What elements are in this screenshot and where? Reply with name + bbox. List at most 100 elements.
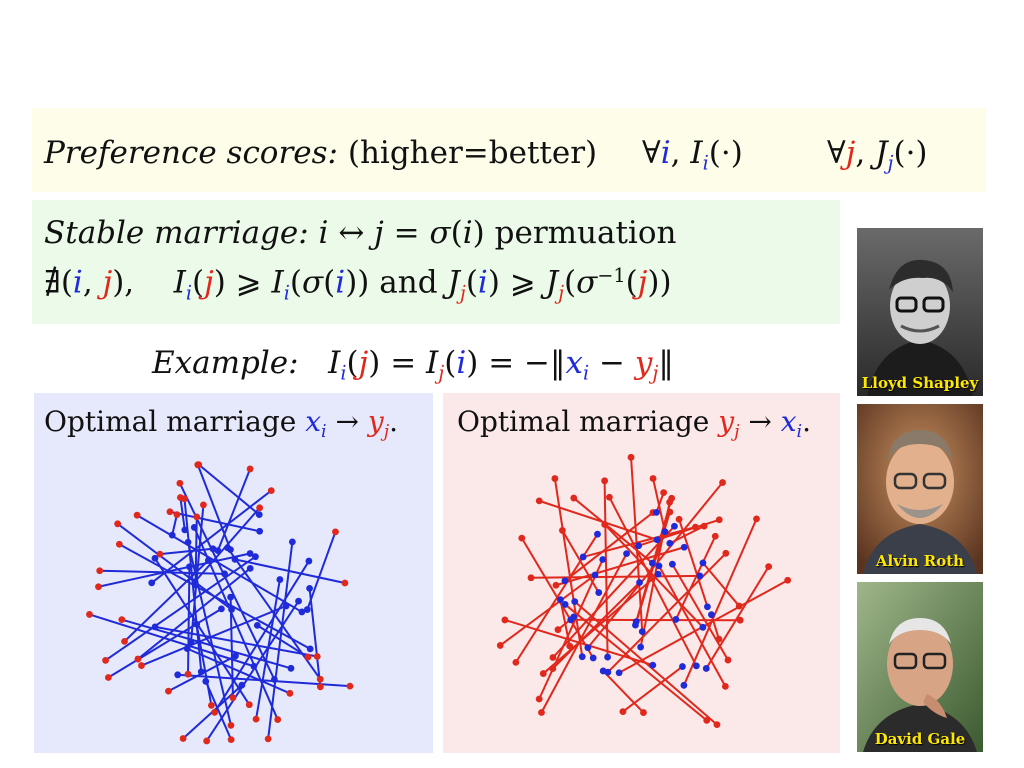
y-point bbox=[184, 670, 192, 678]
y-point bbox=[316, 683, 324, 691]
y-point bbox=[692, 523, 699, 531]
x-point bbox=[680, 543, 688, 551]
matching-line bbox=[187, 566, 191, 675]
x-point bbox=[571, 598, 579, 605]
photo-lloyd-shapley: Lloyd Shapley bbox=[857, 228, 983, 396]
x-point bbox=[584, 644, 592, 652]
matching-line bbox=[195, 624, 213, 706]
matching-line bbox=[196, 464, 232, 551]
x-point bbox=[148, 579, 156, 587]
x-point bbox=[184, 538, 192, 546]
x-point bbox=[183, 645, 191, 653]
optimal-marriage-y-to-x-panel: Optimal marriage yj → xi. bbox=[443, 393, 840, 753]
x-point bbox=[699, 559, 707, 567]
x-point bbox=[282, 602, 290, 610]
x-point bbox=[615, 669, 623, 677]
matching-line bbox=[655, 492, 665, 513]
x-point bbox=[636, 579, 643, 586]
matching-line bbox=[98, 552, 251, 588]
x-point bbox=[595, 589, 603, 596]
left-panel-title: Optimal marriage xi → yj. bbox=[44, 405, 398, 443]
y-point bbox=[252, 715, 260, 723]
x-point bbox=[287, 664, 295, 672]
matching-line bbox=[198, 463, 260, 516]
y-point bbox=[86, 611, 93, 618]
x-point bbox=[561, 601, 569, 608]
x-point bbox=[270, 676, 278, 683]
x-point bbox=[604, 653, 611, 661]
x-point bbox=[246, 550, 254, 557]
x-point bbox=[197, 668, 205, 676]
y-point bbox=[176, 479, 184, 487]
y-point bbox=[114, 520, 122, 528]
y-point bbox=[719, 479, 726, 486]
x-point bbox=[253, 621, 261, 629]
y-point bbox=[666, 508, 674, 516]
y-point bbox=[245, 701, 253, 709]
photo-david-gale: David Gale bbox=[857, 582, 983, 752]
x-point bbox=[638, 628, 646, 636]
matching-line bbox=[638, 518, 720, 547]
matching-line bbox=[607, 552, 727, 673]
y-point bbox=[527, 574, 535, 582]
y-point bbox=[535, 497, 543, 505]
matching-line bbox=[151, 489, 272, 584]
x-point bbox=[561, 577, 569, 585]
y-point bbox=[518, 534, 526, 542]
matching-line bbox=[190, 504, 205, 643]
matching-line bbox=[186, 647, 291, 695]
x-point bbox=[696, 572, 704, 580]
x-point bbox=[224, 544, 231, 552]
x-point bbox=[699, 623, 707, 631]
x-point bbox=[661, 528, 669, 536]
matching-line bbox=[702, 562, 740, 607]
x-point bbox=[218, 605, 225, 613]
y-point bbox=[700, 522, 708, 530]
matching-line bbox=[107, 608, 222, 679]
matching-line bbox=[136, 514, 303, 613]
y-point bbox=[313, 653, 321, 660]
x-point bbox=[632, 618, 640, 626]
y-point bbox=[138, 662, 145, 669]
y-point bbox=[765, 563, 773, 571]
x-point bbox=[186, 563, 193, 571]
y-point bbox=[512, 658, 520, 666]
y-point bbox=[332, 528, 339, 536]
matching-line bbox=[682, 518, 758, 686]
x-point bbox=[174, 671, 182, 679]
x-point bbox=[288, 538, 296, 546]
y-point bbox=[102, 656, 109, 664]
y-point bbox=[619, 708, 627, 716]
y-point bbox=[156, 550, 164, 558]
matching-line bbox=[179, 497, 186, 530]
y-point bbox=[601, 477, 609, 485]
matching-line bbox=[205, 600, 300, 742]
matching-line bbox=[552, 581, 641, 670]
y-point bbox=[229, 694, 237, 702]
x-point bbox=[192, 581, 199, 589]
matching-line bbox=[540, 553, 628, 713]
matching-line bbox=[154, 557, 251, 706]
x-point bbox=[306, 584, 314, 592]
y-point bbox=[554, 626, 562, 634]
y-point bbox=[703, 716, 711, 724]
x-point bbox=[654, 570, 662, 578]
y-point bbox=[675, 515, 683, 523]
y-point bbox=[711, 532, 719, 540]
y-point bbox=[133, 511, 141, 519]
y-point bbox=[121, 638, 128, 645]
x-point bbox=[238, 681, 246, 689]
caption-alvin-roth: Alvin Roth bbox=[875, 552, 965, 570]
permutation-word: permuation bbox=[494, 215, 677, 251]
matching-line bbox=[678, 518, 709, 608]
y-point bbox=[570, 494, 578, 502]
x-point bbox=[151, 554, 159, 562]
portrait-icon bbox=[857, 404, 983, 574]
stable-marriage-definition: Stable marriage: i ↔ j = σ(i) permuation bbox=[44, 215, 677, 251]
x-point bbox=[255, 511, 263, 519]
y-point bbox=[173, 511, 181, 519]
matching-line bbox=[169, 510, 260, 533]
matching-line bbox=[121, 618, 292, 670]
x-point bbox=[648, 559, 656, 567]
photo-alvin-roth: Alvin Roth bbox=[857, 404, 983, 574]
